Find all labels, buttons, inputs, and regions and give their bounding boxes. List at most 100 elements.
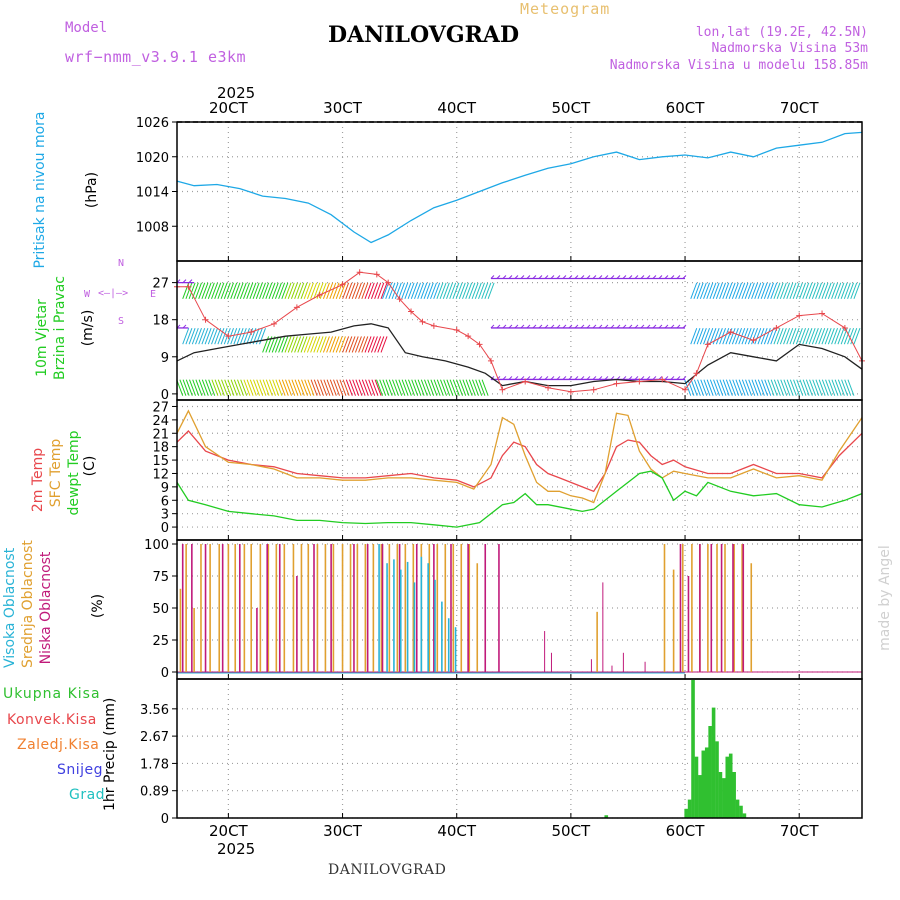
y-tick-label: 27 — [152, 277, 169, 292]
wind-speed-line — [176, 323, 863, 387]
wind-barb — [802, 379, 810, 396]
wind-barb — [322, 282, 330, 300]
wind-barb — [802, 282, 810, 300]
wind-barb — [455, 282, 463, 300]
lonlat-label: lon,lat (19.2E, 42.5N) — [695, 25, 868, 40]
wind-barb — [278, 336, 286, 353]
wind-gust-marker — [659, 376, 666, 383]
y-tick-label: 100 — [144, 538, 169, 553]
wind-barb — [760, 328, 768, 345]
wind-barb — [427, 379, 435, 396]
wind-direction-tick — [658, 275, 663, 279]
wind-barb — [221, 379, 228, 396]
y-tick-label: 15 — [152, 454, 169, 469]
wind-barb — [843, 328, 851, 345]
wind-barb — [815, 282, 823, 300]
wind-barb — [223, 282, 231, 300]
wind-barb — [735, 282, 743, 300]
wind-direction-tick — [586, 275, 591, 279]
wind-direction-tick — [568, 324, 573, 329]
wind-barb — [329, 282, 337, 300]
wind-barb — [770, 282, 778, 300]
wind-barb — [313, 379, 321, 396]
wind-barb — [217, 328, 225, 345]
wind-barb — [793, 379, 801, 396]
wind-barb — [808, 282, 816, 300]
wind-direction-tick — [646, 275, 651, 279]
wind-direction-tick — [550, 376, 555, 380]
wind-barb — [211, 379, 219, 396]
x-tick-label-top: 60CT — [666, 99, 706, 117]
model-name: wrf−nmm_v3.9.1 e3km — [65, 48, 247, 66]
x-tick-label-top: 40CT — [437, 99, 477, 117]
wind-barb — [262, 282, 270, 300]
wind-barb — [278, 379, 286, 396]
precip-bar — [698, 775, 702, 818]
wind-direction-tick — [580, 376, 585, 380]
wind-barb — [799, 328, 807, 345]
wind-barb — [376, 379, 383, 396]
wind-barb — [452, 282, 460, 300]
wind-barb — [377, 336, 385, 353]
wind-direction-tick — [544, 324, 549, 329]
wind-barb — [345, 282, 353, 300]
wind-barb — [703, 282, 711, 300]
wind-barb — [236, 282, 244, 300]
wind-barb — [474, 282, 482, 300]
wind-direction-tick — [670, 324, 675, 329]
wind-barb — [821, 379, 829, 396]
wind-barb — [274, 336, 282, 353]
wind-barb — [278, 282, 286, 300]
wind-barb — [433, 282, 441, 300]
compass-e: E — [150, 289, 157, 300]
wind-barb — [799, 379, 807, 396]
precip-title-ukupna: Ukupna Kisa — [3, 686, 101, 702]
wind-barb — [211, 328, 218, 345]
wind-barb — [831, 282, 839, 300]
wind-barb — [214, 328, 222, 345]
wind-barb — [693, 328, 701, 345]
wind-barb — [827, 328, 835, 345]
wind-barb — [716, 379, 724, 396]
wind-barb — [853, 328, 861, 345]
y-tick-label: 3.56 — [140, 703, 169, 718]
wind-direction-tick — [544, 275, 549, 279]
wind-direction-tick — [676, 376, 681, 380]
wind-barb — [719, 282, 727, 300]
wind-barb — [230, 328, 238, 345]
wind-barb — [220, 328, 228, 345]
wind-direction-tick — [532, 324, 537, 329]
temp-dew-line — [176, 470, 863, 528]
wind-barb — [831, 379, 839, 396]
wind-barb — [182, 282, 190, 300]
wind-barb — [259, 328, 266, 345]
wind-barb — [706, 379, 714, 396]
wind-barb — [354, 336, 362, 353]
wind-barb — [294, 282, 302, 300]
wind-barb — [818, 379, 826, 396]
y-tick-label: 1026 — [136, 116, 169, 131]
wind-barb — [799, 282, 807, 300]
wind-barb — [323, 379, 331, 396]
wind-direction-tick — [490, 324, 495, 329]
wind-barb — [751, 379, 759, 396]
wind-direction-tick — [538, 324, 543, 329]
wind-barb — [837, 282, 845, 300]
wind-gust-marker — [773, 324, 780, 331]
wind-barb — [374, 336, 382, 353]
wind-barb — [333, 379, 340, 396]
wind-barb — [320, 379, 328, 396]
wind-barb — [821, 282, 829, 300]
wind-barb — [850, 282, 858, 300]
wind-direction-tick — [538, 275, 543, 279]
wind-barb — [417, 379, 425, 396]
wind-barb — [214, 379, 222, 396]
wind-direction-tick — [592, 376, 597, 380]
wind-barb — [345, 379, 353, 396]
wind-barb — [747, 328, 755, 345]
wind-barb — [468, 282, 476, 300]
wind-barb — [230, 379, 238, 396]
wind-barb — [365, 379, 372, 396]
wind-barb — [319, 282, 327, 300]
wind-direction-tick — [188, 279, 193, 283]
